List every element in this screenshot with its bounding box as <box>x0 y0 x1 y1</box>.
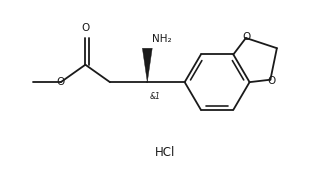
Text: O: O <box>81 23 89 33</box>
Text: &1: &1 <box>149 92 160 101</box>
Text: O: O <box>267 76 275 86</box>
Text: O: O <box>57 77 65 87</box>
Text: HCl: HCl <box>155 146 175 159</box>
Polygon shape <box>142 48 152 82</box>
Text: O: O <box>243 32 251 42</box>
Text: NH₂: NH₂ <box>152 34 172 44</box>
